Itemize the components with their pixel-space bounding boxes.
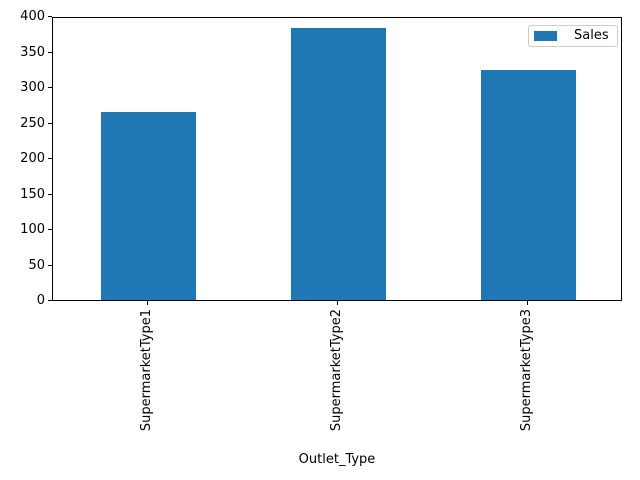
x-tick-mark [527, 301, 528, 305]
legend-label-sales: Sales [574, 28, 609, 43]
x-tick-label: SupermarketType1 [139, 309, 154, 432]
x-tick-mark [337, 301, 338, 305]
y-tick-mark [48, 300, 52, 301]
y-tick-mark [48, 265, 52, 266]
y-tick-mark [48, 52, 52, 53]
x-tick-mark [147, 301, 148, 305]
bar-supermarkettype1 [101, 112, 196, 300]
y-tick-label: 300 [20, 80, 45, 95]
y-tick-label: 250 [20, 116, 45, 131]
x-tick-label: SupermarketType2 [329, 309, 344, 432]
y-tick-mark [48, 194, 52, 195]
y-tick-label: 100 [20, 222, 45, 237]
legend: Sales [528, 25, 618, 47]
legend-swatch-sales [534, 31, 557, 41]
y-tick-label: 200 [20, 151, 45, 166]
bar-supermarkettype3 [481, 70, 576, 300]
y-tick-mark [48, 229, 52, 230]
bar-supermarkettype2 [291, 28, 386, 300]
y-tick-mark [48, 158, 52, 159]
y-tick-label: 0 [36, 293, 45, 308]
x-tick-label: SupermarketType3 [519, 309, 534, 432]
y-tick-label: 150 [20, 187, 45, 202]
y-tick-label: 50 [28, 258, 45, 273]
y-tick-label: 350 [20, 45, 45, 60]
y-tick-mark [48, 123, 52, 124]
x-axis-title: Outlet_Type [298, 452, 376, 467]
y-tick-mark [48, 87, 52, 88]
plot-area [52, 17, 622, 301]
y-tick-mark [48, 16, 52, 17]
y-tick-label: 400 [20, 9, 45, 24]
